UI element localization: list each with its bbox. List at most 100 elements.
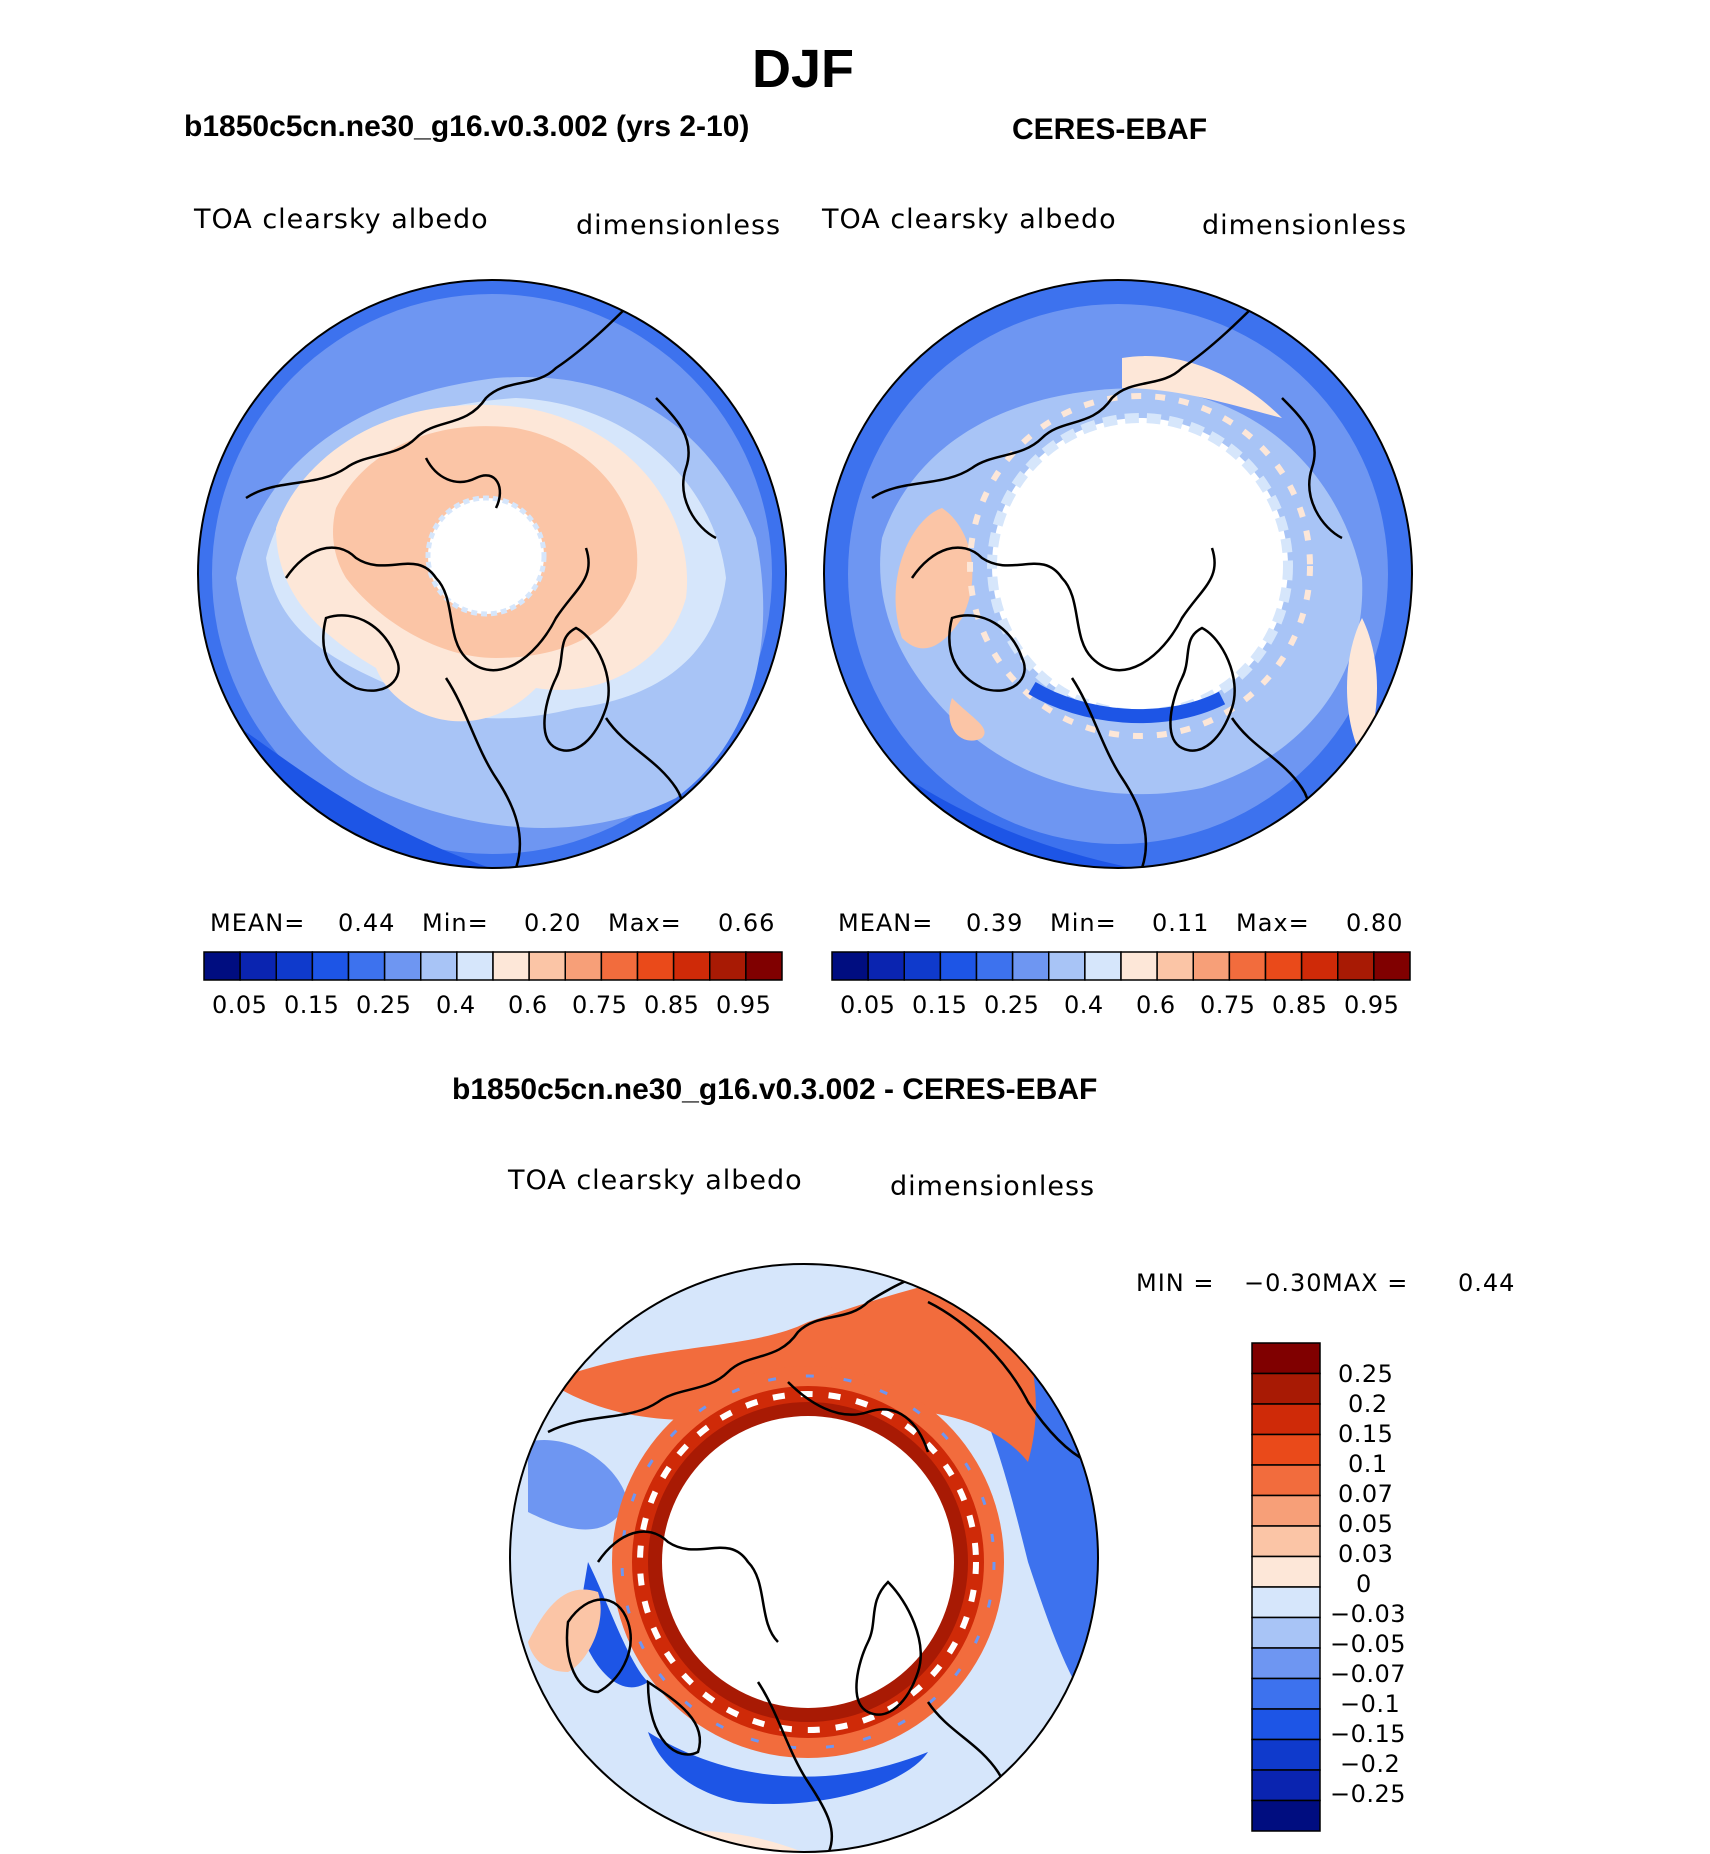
obs-tick: 0.75 xyxy=(1200,991,1256,1019)
obs-tick: 0.05 xyxy=(840,991,896,1019)
diff-tick: −0.25 xyxy=(1330,1780,1407,1808)
colorbar-swatch xyxy=(1251,1494,1321,1527)
colorbar-swatch xyxy=(600,951,639,981)
obs-tick: 0.4 xyxy=(1064,991,1104,1019)
model-units-label: dimensionless xyxy=(576,210,782,241)
colorbar-swatch xyxy=(1251,1647,1321,1680)
diff-tick: 0.05 xyxy=(1338,1510,1394,1538)
model-tick: 0.05 xyxy=(212,991,268,1019)
diff-polar-missing xyxy=(662,1416,954,1708)
colorbar-swatch xyxy=(831,951,869,981)
colorbar-swatch xyxy=(203,951,241,981)
colorbar-swatch xyxy=(939,951,978,981)
colorbar-swatch xyxy=(1264,951,1303,981)
diff-max-value: 0.44 xyxy=(1458,1269,1516,1297)
figure-title: DJF xyxy=(752,39,855,99)
model-min-label: Min= xyxy=(422,909,489,937)
diff-tick: −0.05 xyxy=(1330,1630,1407,1658)
colorbar-swatch xyxy=(1011,951,1050,981)
diff-variable-label: TOA clearsky albedo xyxy=(508,1165,803,1196)
diff-tick: 0.2 xyxy=(1348,1390,1388,1418)
model-max-value: 0.66 xyxy=(718,909,776,937)
model-tick: 0.95 xyxy=(716,991,772,1019)
colorbar-swatch xyxy=(1251,1586,1321,1619)
model-tick: 0.4 xyxy=(436,991,476,1019)
obs-tick: 0.6 xyxy=(1136,991,1176,1019)
obs-units-label: dimensionless xyxy=(1202,210,1408,241)
model-tick: 0.6 xyxy=(508,991,548,1019)
diff-tick: −0.15 xyxy=(1330,1720,1407,1748)
model-polar-missing xyxy=(428,498,544,614)
diff-colorbar xyxy=(1251,1342,1321,1832)
colorbar-swatch xyxy=(1251,1342,1321,1375)
colorbar-swatch xyxy=(867,951,905,981)
colorbar-swatch xyxy=(1228,951,1267,981)
colorbar-swatch xyxy=(1156,951,1194,981)
model-tick: 0.75 xyxy=(572,991,628,1019)
model-map xyxy=(197,279,787,869)
colorbar-swatch xyxy=(1120,951,1158,981)
diff-panel-title: b1850c5cn.ne30_g16.v0.3.002 - CERES-EBAF xyxy=(452,1073,1098,1106)
colorbar-swatch xyxy=(1251,1433,1321,1466)
colorbar-swatch xyxy=(564,951,603,981)
colorbar-swatch xyxy=(456,951,494,981)
model-tick: 0.85 xyxy=(644,991,700,1019)
obs-tick: 0.95 xyxy=(1344,991,1400,1019)
obs-tick: 0.15 xyxy=(912,991,968,1019)
diff-min-label: MIN = xyxy=(1136,1269,1215,1297)
colorbar-swatch xyxy=(1048,951,1086,981)
colorbar-swatch xyxy=(1251,1769,1321,1802)
diff-tick: 0 xyxy=(1356,1570,1372,1598)
colorbar-swatch xyxy=(1251,1555,1321,1588)
colorbar-swatch xyxy=(1251,1372,1321,1405)
obs-mean-value: 0.39 xyxy=(966,909,1024,937)
diff-units-label: dimensionless xyxy=(890,1171,1096,1202)
colorbar-swatch xyxy=(1251,1616,1321,1649)
colorbar-swatch xyxy=(347,951,386,981)
obs-tick: 0.85 xyxy=(1272,991,1328,1019)
colorbar-swatch xyxy=(1251,1738,1321,1771)
colorbar-swatch xyxy=(745,951,783,981)
model-mean-value: 0.44 xyxy=(338,909,396,937)
colorbar-swatch xyxy=(1251,1464,1321,1497)
diff-tick: −0.03 xyxy=(1330,1600,1407,1628)
colorbar-swatch xyxy=(275,951,314,981)
model-colorbar xyxy=(203,951,783,981)
obs-min-value: 0.11 xyxy=(1152,909,1210,937)
obs-max-value: 0.80 xyxy=(1346,909,1404,937)
colorbar-swatch xyxy=(1251,1403,1321,1436)
colorbar-swatch xyxy=(383,951,422,981)
colorbar-swatch xyxy=(672,951,711,981)
obs-min-label: Min= xyxy=(1050,909,1117,937)
colorbar-swatch xyxy=(636,951,675,981)
colorbar-swatch xyxy=(1251,1677,1321,1710)
obs-mean-label: MEAN= xyxy=(838,909,934,937)
obs-panel-title: CERES-EBAF xyxy=(1012,113,1208,146)
model-tick: 0.15 xyxy=(284,991,340,1019)
obs-max-label: Max= xyxy=(1236,909,1310,937)
obs-tick: 0.25 xyxy=(984,991,1040,1019)
diff-tick: −0.07 xyxy=(1330,1660,1407,1688)
colorbar-swatch xyxy=(903,951,942,981)
colorbar-swatch xyxy=(1251,1799,1321,1832)
colorbar-swatch xyxy=(1251,1525,1321,1558)
diff-tick: 0.15 xyxy=(1338,1420,1394,1448)
model-variable-label: TOA clearsky albedo xyxy=(194,204,489,235)
diff-max-label: MAX = xyxy=(1322,1269,1409,1297)
diff-map xyxy=(509,1263,1099,1853)
diff-tick: −0.2 xyxy=(1340,1750,1401,1778)
diff-tick: 0.25 xyxy=(1338,1360,1394,1388)
colorbar-swatch xyxy=(1192,951,1231,981)
colorbar-swatch xyxy=(1337,951,1375,981)
colorbar-swatch xyxy=(420,951,458,981)
diff-tick: 0.07 xyxy=(1338,1480,1394,1508)
diff-min-value: −0.30 xyxy=(1244,1269,1323,1297)
colorbar-swatch xyxy=(311,951,350,981)
colorbar-swatch xyxy=(975,951,1014,981)
colorbar-swatch xyxy=(1373,951,1411,981)
obs-map xyxy=(823,279,1413,869)
diff-tick: −0.1 xyxy=(1340,1690,1401,1718)
diff-tick: 0.03 xyxy=(1338,1540,1394,1568)
colorbar-swatch xyxy=(492,951,530,981)
model-tick: 0.25 xyxy=(356,991,412,1019)
